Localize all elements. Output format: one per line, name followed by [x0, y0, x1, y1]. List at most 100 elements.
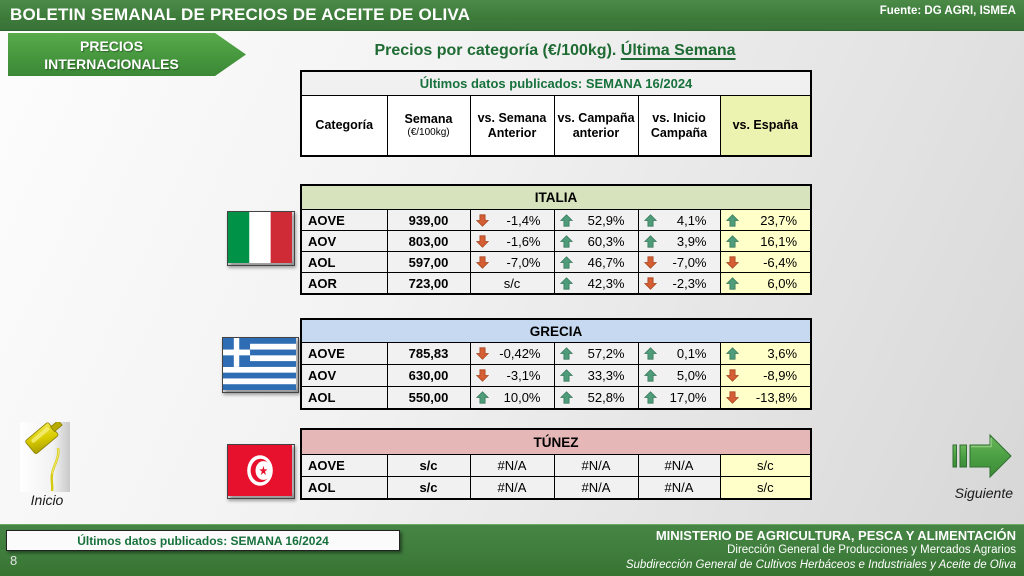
table-row: AOV 803,00 -1,6% 60,3% 3,9% 16,1%: [300, 230, 812, 252]
pct-cell: 6,0%: [719, 272, 812, 295]
up-arrow-icon: [725, 234, 739, 248]
pct-cell: 5,0%: [637, 364, 721, 387]
pct-cell: -1,6%: [469, 230, 555, 252]
pct-value: 52,9%: [587, 212, 625, 228]
category-cell: AOL: [300, 476, 388, 500]
price-cell: s/c: [386, 476, 471, 500]
column-header: Semana (€/100kg): [386, 95, 471, 157]
siguiente-arrow-icon[interactable]: [952, 433, 1014, 479]
source-label: Fuente: DG AGRI, ISMEA: [879, 5, 1016, 17]
pct-cell: #N/A: [637, 454, 721, 477]
pct-value: -2,3%: [672, 275, 707, 291]
up-arrow-icon: [725, 276, 739, 290]
pct-cell: 42,3%: [553, 272, 639, 295]
banner-line2: INTERNACIONALES: [44, 55, 179, 72]
inicio-label[interactable]: Inicio: [30, 492, 64, 508]
pct-cell: 17,0%: [637, 386, 721, 410]
column-header: vs. Campaña anterior: [553, 95, 639, 157]
down-arrow-icon: [475, 213, 489, 227]
pct-value: -7,0%: [672, 254, 707, 270]
pct-cell: 52,9%: [553, 209, 639, 231]
table-row: AOR 723,00 s/c 42,3% -2,3% 6,0%: [300, 272, 812, 295]
price-cell: 803,00: [386, 230, 471, 252]
price-cell: 785,83: [386, 342, 471, 365]
pct-value: 16,1%: [760, 233, 798, 249]
up-arrow-icon: [559, 391, 573, 404]
inicio-button-image[interactable]: [20, 419, 70, 492]
table-row: AOL 550,00 10,0% 52,8% 17,0% -13,8%: [300, 386, 812, 410]
price-table-header: Últimos datos publicados: SEMANA 16/2024…: [300, 70, 812, 157]
up-arrow-icon: [643, 213, 657, 227]
down-arrow-icon: [475, 234, 489, 248]
table-row: AOV 630,00 -3,1% 33,3% 5,0% -8,9%: [300, 364, 812, 387]
pct-cell: #N/A: [469, 454, 555, 477]
pct-value: 0,1%: [676, 346, 707, 361]
pct-value: -1,6%: [506, 233, 541, 249]
banner-line1: PRECIOS: [80, 37, 144, 54]
up-arrow-icon: [559, 369, 573, 382]
pct-value: 5,0%: [676, 368, 707, 383]
category-cell: AOVE: [300, 209, 388, 231]
column-header: Categoría: [300, 95, 388, 157]
pct-cell: -7,0%: [469, 251, 555, 273]
up-arrow-icon: [725, 213, 739, 227]
footer-credits: MINISTERIO DE AGRICULTURA, PESCA Y ALIME…: [626, 528, 1016, 573]
down-arrow-icon: [643, 276, 657, 290]
up-arrow-icon: [559, 347, 573, 360]
up-arrow-icon: [643, 391, 657, 404]
top-title-bar: BOLETIN SEMANAL DE PRECIOS DE ACEITE DE …: [0, 0, 1024, 31]
pct-cell: s/c: [719, 476, 812, 500]
published-banner: Últimos datos publicados: SEMANA 16/2024: [300, 70, 812, 96]
down-arrow-icon: [725, 369, 739, 382]
pct-cell: 33,3%: [553, 364, 639, 387]
pct-cell: 52,8%: [553, 386, 639, 410]
italy-flag-icon: [227, 211, 295, 266]
pct-cell: -2,3%: [637, 272, 721, 295]
footer-bar: Últimos datos publicados: SEMANA 16/2024…: [0, 524, 1024, 576]
page-title-main: Precios por categoría (€/100kg).: [374, 42, 621, 59]
greece-flag-icon: [222, 337, 299, 393]
pct-value: -8,9%: [763, 368, 798, 383]
pct-cell: 4,1%: [637, 209, 721, 231]
up-arrow-icon: [559, 213, 573, 227]
pct-cell: -3,1%: [469, 364, 555, 387]
direction-line: Dirección General de Producciones y Merc…: [727, 544, 1016, 556]
pct-value: s/c: [756, 480, 774, 495]
pct-value: -6,4%: [763, 254, 798, 270]
svg-text:★: ★: [259, 463, 269, 478]
pct-value: 52,8%: [587, 390, 625, 405]
table-row: AOVE s/c #N/A #N/A #N/A s/c: [300, 454, 812, 477]
pct-cell: #N/A: [637, 476, 721, 500]
country-header: TÚNEZ: [300, 428, 812, 455]
column-header: vs. Semana Anterior: [469, 95, 555, 157]
oil-bottle-icon: [25, 419, 63, 492]
price-cell: 939,00: [386, 209, 471, 231]
country-price-table: ITALIA AOVE 939,00 -1,4% 52,9% 4,1% 23,7% AOV 80…: [300, 184, 813, 295]
page-title-underlined: Última Semana: [620, 42, 736, 59]
pct-value: 46,7%: [587, 254, 625, 270]
category-cell: AOVE: [300, 342, 388, 365]
pct-cell: 57,2%: [553, 342, 639, 365]
column-header: vs. España: [719, 95, 812, 157]
down-arrow-icon: [475, 369, 489, 382]
pct-value: 57,2%: [587, 346, 625, 361]
pct-value: 17,0%: [669, 390, 707, 405]
pct-cell: -7,0%: [637, 251, 721, 273]
pct-value: 23,7%: [760, 212, 798, 228]
siguiente-label[interactable]: Siguiente: [954, 485, 1013, 501]
country-price-table: TÚNEZ AOVE s/c #N/A #N/A #N/A s/c AOL s/c #N/A #N/…: [300, 428, 813, 500]
pct-cell: 60,3%: [553, 230, 639, 252]
pct-cell: 10,0%: [469, 386, 555, 410]
pct-cell: 16,1%: [719, 230, 812, 252]
country-price-table: GRECIA AOVE 785,83 -0,42% 57,2% 0,1% 3,6% AOV 63…: [300, 318, 813, 410]
pct-value: 6,0%: [767, 275, 798, 291]
pct-cell: 3,9%: [637, 230, 721, 252]
pct-value: -3,1%: [506, 368, 541, 383]
pct-value: #N/A: [497, 480, 527, 495]
down-arrow-icon: [475, 347, 489, 360]
down-arrow-icon: [725, 255, 739, 269]
pct-cell: 46,7%: [553, 251, 639, 273]
price-cell: 597,00: [386, 251, 471, 273]
pct-value: #N/A: [581, 480, 611, 495]
pct-cell: s/c: [469, 272, 555, 295]
